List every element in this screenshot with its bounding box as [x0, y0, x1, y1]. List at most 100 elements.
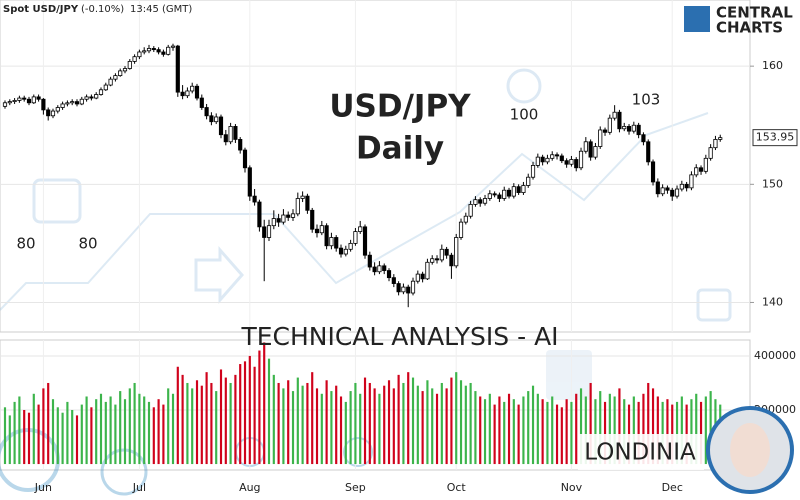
candle-body	[670, 189, 675, 197]
candle-body	[540, 156, 545, 163]
volume-bar	[359, 393, 362, 465]
volume-bar	[186, 382, 189, 465]
candle-body	[70, 101, 75, 104]
candle-body	[449, 254, 454, 267]
volume-bar	[594, 399, 597, 465]
volume-bar	[680, 396, 683, 465]
x-tick-label: Sep	[345, 481, 366, 494]
volume-bar	[435, 393, 439, 465]
volume-bar	[474, 391, 477, 465]
volume-bar	[445, 388, 448, 465]
y-tick-label: 150	[762, 177, 783, 190]
volume-bar	[114, 404, 117, 465]
volume-bar	[623, 399, 626, 465]
candle-body	[98, 89, 104, 95]
volume-bar	[527, 391, 530, 465]
y-tick-label: 140	[762, 295, 783, 308]
candle-body	[161, 51, 166, 55]
volume-bar	[287, 380, 290, 465]
volume-bar	[637, 401, 640, 465]
volume-bar	[195, 380, 199, 465]
y-tick-label: 400000	[754, 349, 796, 362]
volume-bar	[560, 407, 563, 465]
candle-body	[430, 258, 435, 263]
volume-bar	[387, 380, 391, 465]
candle-body	[674, 188, 680, 197]
candle-body	[214, 116, 219, 123]
volume-bar	[234, 374, 237, 465]
candle-body	[79, 98, 84, 105]
volume-bar	[335, 385, 338, 465]
volume-bar	[181, 374, 184, 465]
candle-body	[636, 124, 641, 136]
decor-label: 80	[16, 235, 35, 253]
volume-bar	[402, 382, 405, 465]
candle-body	[492, 193, 497, 196]
volume-bar	[239, 364, 242, 465]
candle-body	[358, 226, 363, 232]
candle-body	[641, 134, 646, 143]
candle-body	[122, 68, 128, 72]
volume-bar	[51, 399, 55, 465]
candle-body	[276, 218, 281, 223]
y-tick-label: 160	[762, 59, 783, 72]
brand-box	[578, 434, 704, 470]
volume-bar	[320, 393, 323, 465]
candle-body	[89, 96, 94, 99]
volume-bar	[459, 380, 463, 465]
volume-bar	[90, 407, 93, 465]
watermark-pair: USD/JPY	[329, 89, 471, 125]
volume-bar	[407, 372, 410, 465]
candle-body	[7, 101, 12, 104]
volume-bar	[579, 388, 583, 465]
candle-body	[271, 218, 276, 227]
volume-bar	[503, 401, 506, 465]
volume-bar	[541, 399, 544, 465]
volume-bar	[363, 377, 367, 465]
candle-body	[65, 102, 70, 105]
volume-bar	[315, 388, 319, 465]
candle-body	[569, 159, 574, 165]
candle-body	[574, 159, 579, 169]
volume-bar	[339, 396, 343, 465]
volume-bar	[656, 396, 659, 465]
candle-body	[444, 248, 449, 256]
volume-bar	[464, 385, 467, 465]
candle-body	[314, 228, 320, 234]
candle-body	[238, 139, 243, 151]
candle-body	[406, 286, 411, 294]
watermark-period: Daily	[356, 131, 444, 167]
candle-body	[713, 139, 718, 149]
candle-body	[497, 194, 502, 199]
candle-body	[588, 141, 593, 158]
volume-bar	[325, 380, 328, 465]
candle-body	[113, 75, 118, 80]
candle-body	[655, 181, 660, 195]
candle-body	[170, 45, 176, 48]
volume-bar	[191, 388, 194, 465]
volume-bar	[479, 396, 482, 465]
candle-body	[247, 167, 252, 197]
volume-bar	[205, 372, 208, 465]
candle-body	[103, 84, 108, 91]
candle-body	[506, 189, 512, 197]
candle-body	[718, 137, 723, 140]
candle-body	[516, 186, 521, 193]
symbol: Spot USD/JPY	[3, 4, 79, 15]
candle-body	[578, 150, 584, 169]
volume-bar	[416, 385, 419, 465]
volume-bar	[546, 401, 549, 465]
volume-bar	[123, 399, 127, 465]
candle-body	[223, 134, 228, 143]
volume-bar	[272, 374, 275, 465]
logo-icon	[684, 6, 710, 32]
candle-body	[266, 225, 272, 238]
volume-bar	[13, 401, 16, 465]
candle-body	[31, 96, 36, 104]
candle-body	[401, 286, 406, 293]
volume-bar	[584, 396, 587, 465]
volume-bar	[483, 399, 487, 465]
volume-bar	[440, 382, 443, 465]
candle-body	[646, 141, 651, 163]
x-tick-label: Oct	[447, 481, 467, 494]
